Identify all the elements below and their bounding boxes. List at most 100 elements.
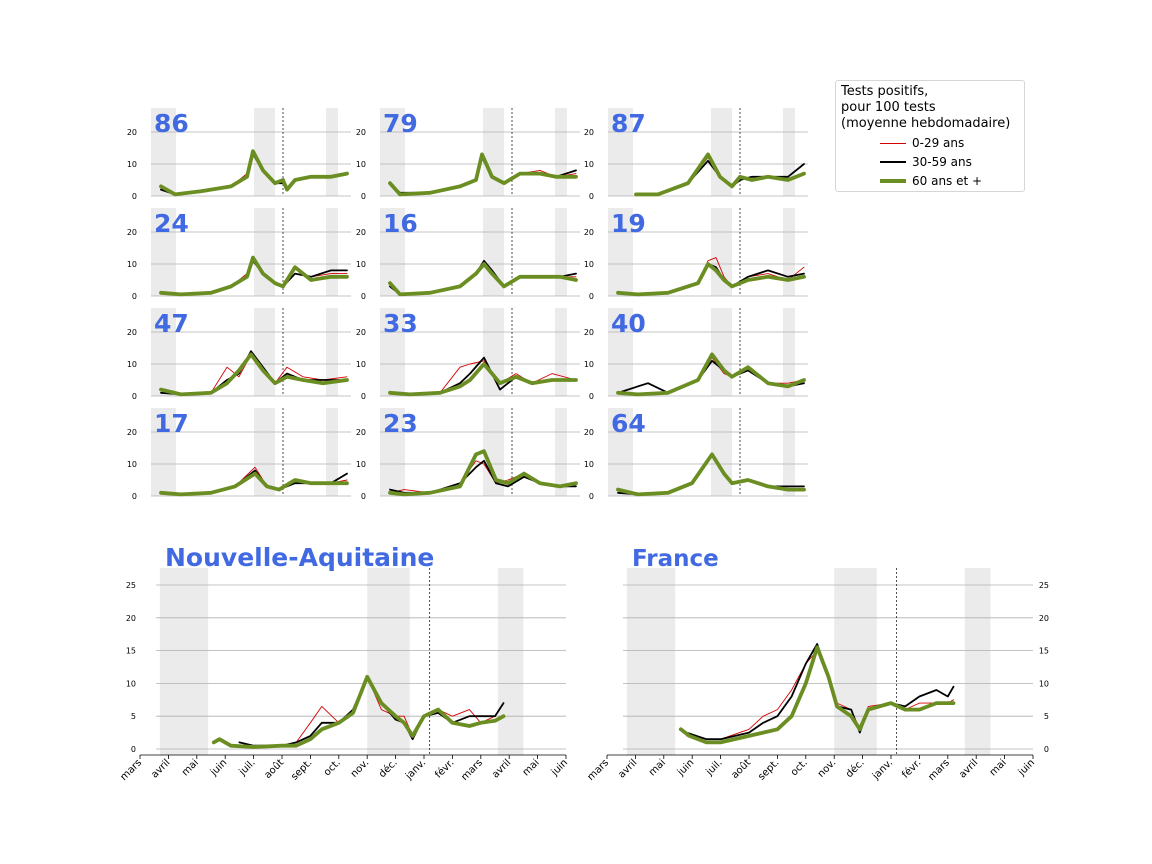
small-chart: 0 10 20 17 — [127, 408, 351, 501]
x-tick-label: févr. — [900, 757, 924, 781]
legend-item-0-29: 0-29 ans — [880, 136, 964, 150]
shaded-period — [608, 308, 633, 396]
y-tick-label: 20 — [356, 428, 366, 437]
y-tick-label: 20 — [356, 128, 366, 137]
y-tick-label: 10 — [356, 460, 366, 469]
x-tick-label: sept. — [289, 757, 314, 782]
chart-title: 87 — [611, 109, 646, 138]
y-tick-label: 0 — [589, 492, 594, 501]
y-tick-label: 10 — [356, 260, 366, 269]
y-tick-label: 0 — [589, 192, 594, 201]
shaded-period — [783, 208, 795, 296]
small-chart: 0 10 20 19 — [584, 208, 808, 301]
shaded-period — [783, 108, 795, 196]
chart-title: 64 — [611, 409, 646, 438]
y-tick-label: 20 — [584, 228, 594, 237]
x-tick-label: oct. — [789, 757, 810, 778]
series-60-plus — [159, 149, 349, 197]
legend-title: Tests positifs, pour 100 tests (moyenne … — [841, 84, 1010, 132]
y-tick-label: 25 — [126, 581, 136, 590]
legend-label: 60 ans et + — [912, 174, 983, 188]
x-tick-label: nov. — [816, 757, 838, 779]
x-tick-label: déc. — [843, 757, 866, 780]
y-tick-label: 10 — [127, 360, 137, 369]
legend-swatch — [880, 179, 906, 183]
y-tick-label: 20 — [584, 128, 594, 137]
legend-title-line: (moyenne hebdomadaire) — [841, 116, 1011, 131]
chart-title: 79 — [383, 109, 418, 138]
y-tick-label: 10 — [356, 160, 366, 169]
shaded-period — [380, 108, 405, 196]
shaded-period — [555, 308, 567, 396]
small-chart: 0 10 20 16 — [356, 208, 580, 301]
shaded-period — [151, 108, 176, 196]
x-tick-label: oct. — [322, 757, 343, 778]
y-tick-label: 20 — [127, 328, 137, 337]
x-tick-label: déc. — [376, 757, 399, 780]
shaded-period — [159, 568, 209, 755]
shaded-period — [151, 208, 176, 296]
chart-title: 33 — [383, 309, 418, 338]
y-tick-label: 10 — [584, 360, 594, 369]
chart-title: 24 — [154, 209, 189, 238]
shaded-period — [326, 408, 338, 496]
y-tick-label: 25 — [1039, 581, 1049, 590]
small-chart: 0 10 20 64 — [584, 408, 808, 501]
y-tick-label: 20 — [356, 228, 366, 237]
small-chart: 0 10 20 23 — [356, 408, 580, 501]
shaded-period — [608, 108, 633, 196]
x-tick-label: sept. — [756, 757, 781, 782]
legend-label: 30-59 ans — [912, 155, 972, 169]
chart-title: 19 — [611, 209, 646, 238]
y-tick-label: 20 — [127, 428, 137, 437]
small-chart: 0 10 20 33 — [356, 308, 580, 401]
y-tick-label: 5 — [1044, 712, 1049, 721]
legend-item-60-plus: 60 ans et + — [880, 174, 982, 188]
series-0-29 — [238, 676, 504, 747]
shaded-period — [555, 408, 567, 496]
y-tick-label: 20 — [127, 128, 137, 137]
chart-title: France — [632, 546, 719, 572]
small-chart: 0 10 20 47 — [127, 308, 351, 401]
series-60-plus — [159, 255, 349, 297]
series-60-plus — [634, 152, 806, 197]
shaded-period — [326, 208, 338, 296]
shaded-period — [380, 308, 405, 396]
y-tick-label: 10 — [127, 460, 137, 469]
shaded-period — [626, 568, 676, 755]
shaded-period — [326, 308, 338, 396]
y-tick-label: 10 — [127, 260, 137, 269]
shaded-period — [783, 408, 795, 496]
y-tick-label: 0 — [361, 392, 366, 401]
x-tick-label: avril — [149, 757, 172, 780]
series-60-plus — [678, 645, 956, 745]
small-chart: 0 10 20 24 — [127, 208, 351, 301]
shaded-period — [380, 408, 405, 496]
legend-title-line: pour 100 tests — [841, 100, 936, 115]
y-tick-label: 10 — [584, 260, 594, 269]
series-60-plus — [388, 449, 578, 497]
shaded-period — [964, 568, 991, 755]
series-60-plus — [616, 452, 806, 497]
shaded-period — [783, 308, 795, 396]
x-tick-label: mars — [926, 757, 952, 783]
y-tick-label: 0 — [132, 492, 137, 501]
y-tick-label: 0 — [589, 392, 594, 401]
x-tick-label: nov. — [349, 757, 371, 779]
shaded-period — [711, 108, 732, 196]
y-tick-label: 0 — [589, 292, 594, 301]
x-tick-label: août — [729, 757, 753, 781]
shaded-period — [711, 208, 732, 296]
y-tick-label: 20 — [126, 614, 136, 623]
x-tick-label: mars — [586, 757, 612, 783]
y-tick-label: 0 — [361, 492, 366, 501]
shaded-period — [380, 208, 405, 296]
y-tick-label: 5 — [131, 712, 136, 721]
shaded-period — [326, 108, 338, 196]
y-tick-label: 15 — [126, 647, 136, 656]
y-tick-label: 10 — [127, 160, 137, 169]
series-60-plus — [159, 352, 349, 397]
shaded-period — [608, 408, 633, 496]
x-tick-label: juin — [208, 757, 229, 778]
